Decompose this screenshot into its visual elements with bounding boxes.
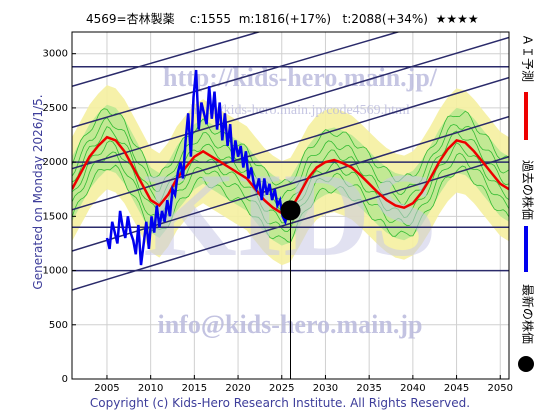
legend-latest-price-dot — [518, 356, 534, 372]
plot-frame — [71, 31, 510, 380]
past-price-line — [105, 69, 291, 266]
y-tick-label: 500 — [49, 320, 68, 331]
mid-target: m:1816(+17%) — [238, 12, 332, 26]
trend-channel-line — [72, 32, 401, 129]
x-tick-label: 2025 — [269, 383, 294, 394]
rating-stars: ★★★★ — [435, 12, 479, 26]
latest-price-dot — [280, 200, 301, 221]
x-tick-label: 2040 — [400, 383, 425, 394]
forecast-band-inner — [72, 104, 509, 246]
y-tick-label: 1000 — [43, 266, 68, 277]
generated-date-label: Generated on Monday 2026/1/5. — [31, 94, 45, 290]
latest-marker-layer — [280, 200, 301, 379]
x-tick-label: 2005 — [94, 383, 119, 394]
stock-code-name: 4569=杏林製薬 — [86, 12, 175, 26]
trend-channel-line — [72, 36, 509, 170]
chart-header: 4569=杏林製薬 c:1555 m:1816(+17%) t:2088(+34… — [86, 10, 479, 27]
legend-ai-forecast-swatch — [524, 92, 528, 140]
tick-labels: 2005 2010 2015 2020 2025 2030 2035 2040 2045 2050… — [43, 49, 513, 394]
watermark-url-2: http://kids-hero.main.jp/code4569.html — [190, 103, 410, 118]
y-tick-label: 2500 — [43, 103, 68, 114]
current-price: c:1555 — [189, 12, 232, 26]
x-tick-label: 2035 — [356, 383, 381, 394]
x-tick-label: 2050 — [488, 383, 513, 394]
y-tick-label: 1500 — [43, 211, 68, 222]
forecast-band-line — [72, 126, 509, 212]
y-tick-label: 2000 — [43, 157, 68, 168]
legend-past-price-swatch — [524, 226, 528, 272]
trend-channel — [72, 32, 509, 291]
legend-past-price-label: 過去の株価 — [520, 159, 535, 221]
price-target: t:2088(+34%) — [342, 12, 428, 26]
copyright-notice: Copyright (c) Kids-Hero Research Institu… — [89, 396, 471, 410]
y-tick-label: 0 — [62, 374, 68, 385]
x-tick-label: 2045 — [444, 383, 469, 394]
forecast-band-line — [72, 108, 509, 186]
x-tick-label: 2020 — [225, 383, 250, 394]
y-tick-label: 3000 — [43, 49, 68, 60]
x-tick-label: 2030 — [313, 383, 338, 394]
x-tick-label: 2010 — [138, 383, 163, 394]
legend-latest-price-label: 最新の株価 — [520, 283, 535, 345]
legend-ai-forecast-label: ＡＩ予測 — [520, 33, 535, 83]
trend-channel-line — [72, 32, 262, 87]
forecast-band-line — [72, 116, 509, 200]
x-tick-label: 2015 — [182, 383, 207, 394]
